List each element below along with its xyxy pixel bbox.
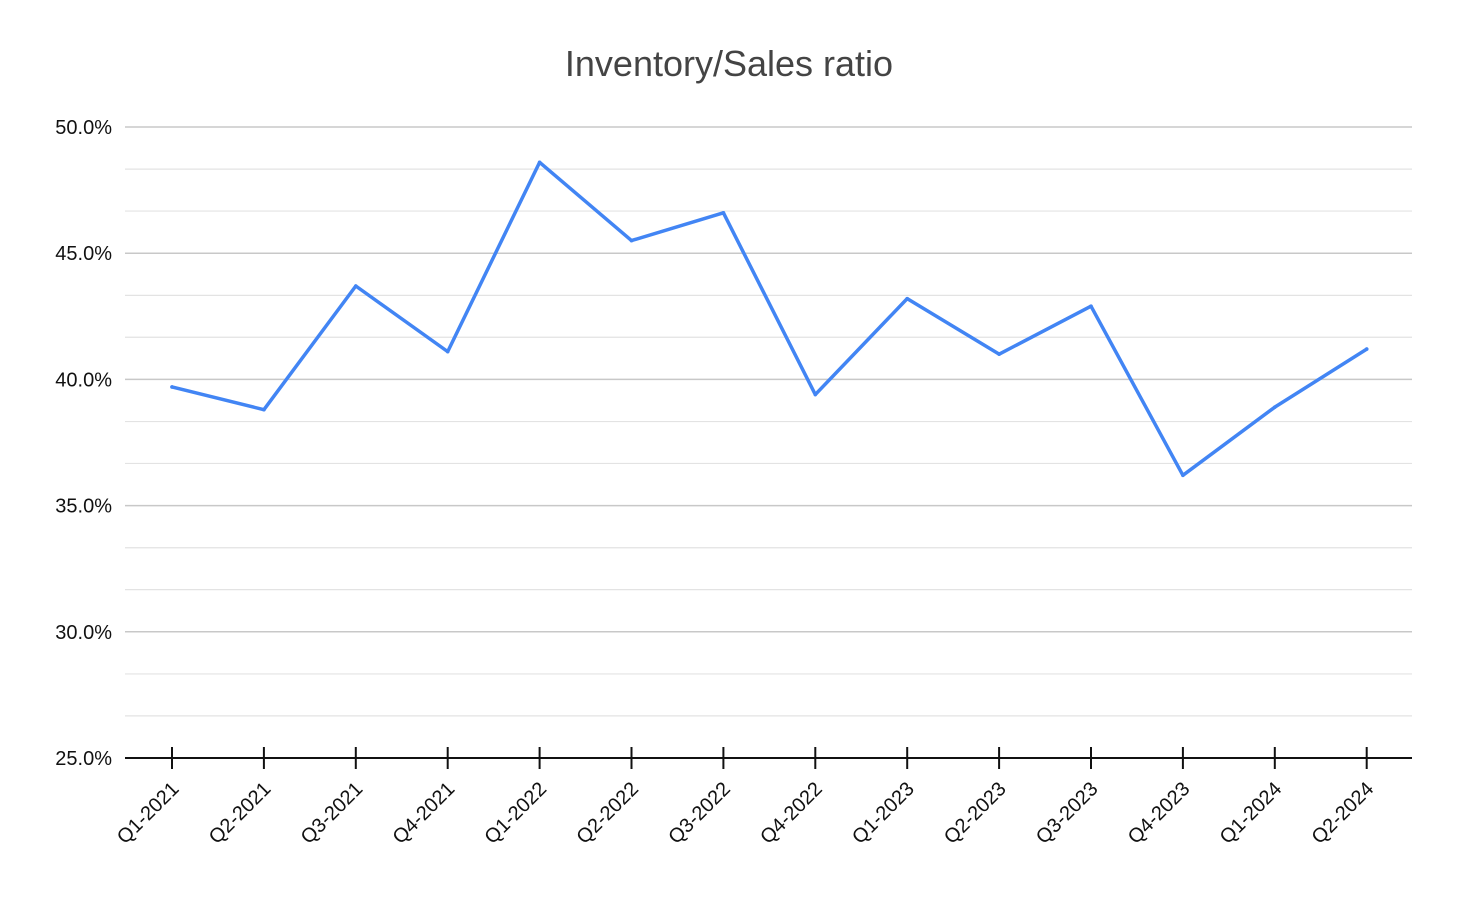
data-point xyxy=(1273,405,1277,409)
x-tick-label: Q2-2024 xyxy=(1308,778,1379,849)
x-tick-label: Q4-2021 xyxy=(389,778,460,849)
data-point xyxy=(537,160,542,165)
y-tick-label: 30.0% xyxy=(55,622,112,644)
x-tick-label: Q2-2022 xyxy=(572,778,643,849)
series-layer xyxy=(170,160,1369,478)
y-tick-label: 25.0% xyxy=(55,748,112,770)
x-tick-label: Q1-2022 xyxy=(481,778,552,849)
x-tick-label: Q3-2021 xyxy=(297,778,368,849)
data-point xyxy=(1089,304,1093,309)
data-point xyxy=(262,407,266,412)
y-tick-label: 40.0% xyxy=(55,369,112,391)
data-point xyxy=(813,392,818,397)
x-tick-label: Q1-2021 xyxy=(113,778,184,849)
series-line xyxy=(170,160,1369,478)
x-axis-tick-labels: Q1-2021 Q2-2021 Q3-2021 Q4-2021 Q1-2022 Q2-20… xyxy=(113,778,1378,849)
data-point xyxy=(1181,473,1185,478)
y-tick-label: 35.0% xyxy=(55,496,112,518)
data-point xyxy=(629,238,634,243)
x-axis xyxy=(125,747,1412,769)
gridlines xyxy=(125,126,1412,717)
data-point xyxy=(1364,347,1369,351)
x-tick-label: Q4-2023 xyxy=(1124,778,1195,849)
chart-title: Inventory/Sales ratio xyxy=(565,43,893,84)
x-tick-label: Q3-2023 xyxy=(1032,778,1103,849)
x-tick-label: Q4-2022 xyxy=(756,778,827,849)
x-tick-label: Q2-2023 xyxy=(940,778,1011,849)
data-point xyxy=(170,385,174,389)
data-point xyxy=(354,284,358,288)
data-point xyxy=(445,349,450,354)
y-axis-tick-labels: 25.0% 30.0% 35.0% 40.0% 45.0% 50.0% xyxy=(55,117,112,770)
y-tick-label: 45.0% xyxy=(55,243,112,265)
data-point xyxy=(905,296,909,301)
data-point xyxy=(721,211,726,215)
x-tick-label: Q1-2023 xyxy=(848,778,919,849)
x-tick-label: Q3-2022 xyxy=(664,778,735,849)
x-tick-label: Q2-2021 xyxy=(205,778,276,849)
data-point xyxy=(997,352,1001,356)
y-tick-label: 50.0% xyxy=(55,117,112,139)
x-tick-label: Q1-2024 xyxy=(1216,778,1287,849)
